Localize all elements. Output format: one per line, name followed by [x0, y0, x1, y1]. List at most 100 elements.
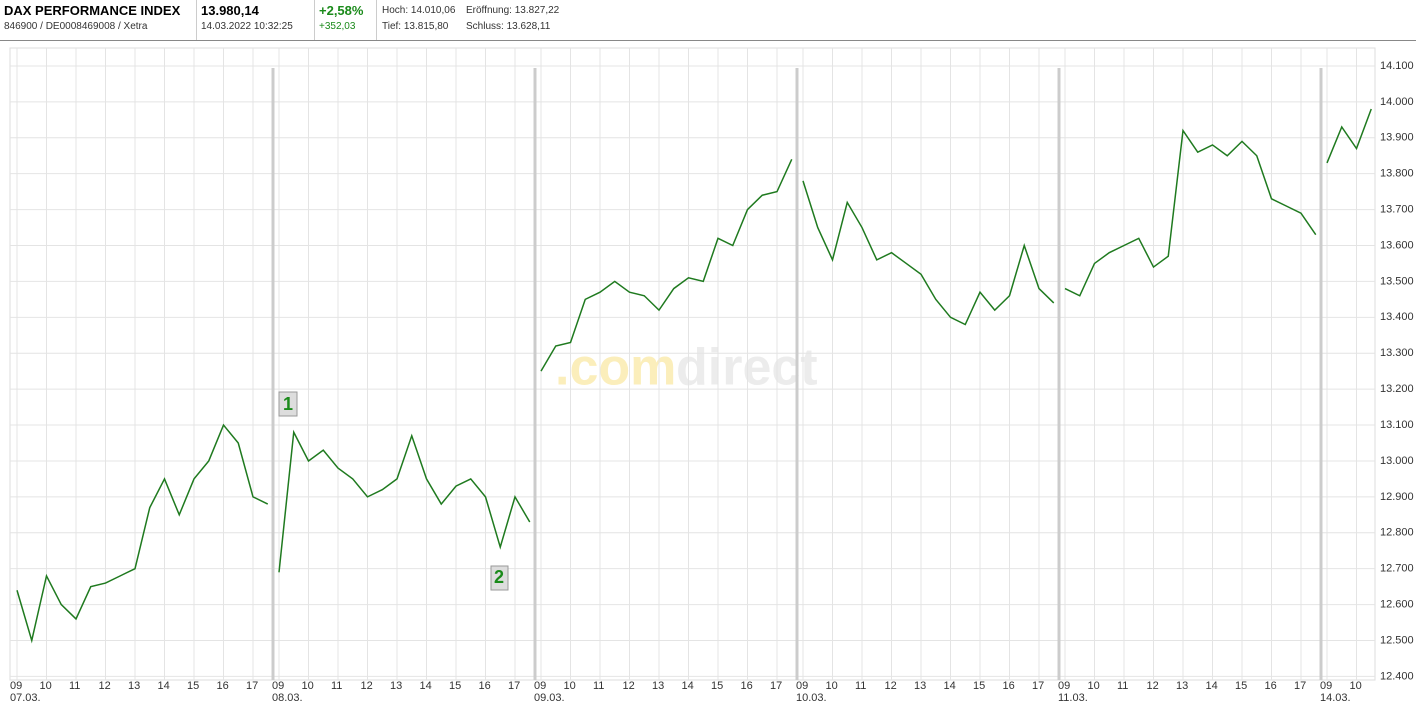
- x-tick-label: 09: [1320, 680, 1332, 692]
- x-tick-label: 13: [128, 680, 140, 692]
- y-tick-label: 13.400: [1380, 311, 1414, 323]
- x-tick-label: 09: [796, 680, 808, 692]
- price-line: [802, 180, 1055, 326]
- close: Schluss: 13.628,11: [466, 21, 551, 32]
- x-tick-label: 15: [711, 680, 723, 692]
- low: Tief: 13.815,80: [382, 21, 449, 32]
- y-tick-label: 12.800: [1380, 527, 1414, 539]
- date-label: 14.03.: [1320, 692, 1351, 704]
- x-tick-label: 16: [217, 680, 229, 692]
- quote-header: DAX PERFORMANCE INDEX 846900 / DE0008469…: [0, 0, 1416, 41]
- y-tick-label: 14.000: [1380, 96, 1414, 108]
- x-tick-label: 13: [914, 680, 926, 692]
- x-tick-label: 16: [741, 680, 753, 692]
- y-tick-label: 13.500: [1380, 275, 1414, 287]
- annotation: 1: [283, 394, 293, 414]
- price-cell: 13.980,14 14.03.2022 10:32:25: [197, 0, 315, 40]
- y-tick-label: 12.600: [1380, 598, 1414, 610]
- y-tick-label: 13.700: [1380, 203, 1414, 215]
- x-tick-label: 09: [534, 680, 546, 692]
- price-line: [16, 423, 269, 644]
- x-tick-label: 14: [1206, 680, 1218, 692]
- date-label: 11.03.: [1058, 692, 1088, 704]
- x-tick-label: 11: [1117, 680, 1128, 692]
- x-tick-label: 17: [1032, 680, 1044, 692]
- date-label: 09.03.: [534, 692, 565, 704]
- change-abs: +352,03: [319, 21, 356, 32]
- y-tick-label: 12.700: [1380, 563, 1414, 575]
- y-tick-label: 13.800: [1380, 168, 1414, 180]
- marker-box: [278, 391, 298, 417]
- x-tick-label: 10: [564, 680, 576, 692]
- x-tick-label: 12: [99, 680, 111, 692]
- x-tick-label: 12: [1147, 680, 1159, 692]
- timestamp: 14.03.2022 10:32:25: [201, 21, 293, 32]
- x-tick-label: 15: [449, 680, 461, 692]
- x-tick-label: 14: [682, 680, 694, 692]
- name-cell: DAX PERFORMANCE INDEX 846900 / DE0008469…: [0, 0, 197, 40]
- x-tick-label: 11: [69, 680, 80, 692]
- change-pct: +2,58%: [319, 3, 364, 18]
- marker-box: [490, 565, 509, 591]
- x-tick-label: 10: [826, 680, 838, 692]
- y-tick-label: 13.900: [1380, 132, 1414, 144]
- x-tick-label: 10: [1350, 680, 1362, 692]
- x-tick-label: 12: [623, 680, 635, 692]
- x-tick-label: 17: [770, 680, 782, 692]
- x-tick-label: 13: [390, 680, 402, 692]
- x-tick-label: 16: [1003, 680, 1015, 692]
- x-tick-label: 15: [1235, 680, 1247, 692]
- price-line: [540, 159, 793, 372]
- x-tick-label: 09: [272, 680, 284, 692]
- y-tick-label: 13.200: [1380, 383, 1414, 395]
- y-tick-label: 12.400: [1380, 670, 1414, 682]
- y-tick-label: 13.100: [1380, 419, 1414, 431]
- x-tick-label: 15: [187, 680, 199, 692]
- index-name: DAX PERFORMANCE INDEX: [4, 3, 181, 18]
- x-tick-label: 17: [508, 680, 520, 692]
- date-label: 10.03.: [796, 692, 827, 704]
- y-tick-label: 13.600: [1380, 239, 1414, 251]
- x-tick-label: 09: [10, 680, 22, 692]
- x-tick-label: 10: [40, 680, 52, 692]
- x-tick-label: 11: [331, 680, 342, 692]
- plot-frame: [9, 47, 1376, 681]
- open: Eröffnung: 13.827,22: [466, 5, 560, 16]
- y-tick-label: 13.300: [1380, 347, 1414, 359]
- date-label: 08.03.: [272, 692, 303, 704]
- x-tick-label: 16: [479, 680, 491, 692]
- watermark-direct: direct: [676, 339, 818, 397]
- x-tick-label: 13: [1176, 680, 1188, 692]
- high: Hoch: 14.010,06: [382, 5, 456, 16]
- x-tick-label: 17: [1294, 680, 1306, 692]
- x-tick-label: 09: [1058, 680, 1070, 692]
- price-line: [1064, 128, 1317, 297]
- watermark-com: .com: [555, 339, 676, 397]
- x-tick-label: 16: [1265, 680, 1277, 692]
- change-cell: +2,58% +352,03: [315, 0, 377, 40]
- index-ids: 846900 / DE0008469008 / Xetra: [4, 21, 148, 32]
- price-line: [278, 429, 531, 573]
- annotation: 2: [494, 567, 504, 587]
- x-tick-label: 15: [973, 680, 985, 692]
- y-tick-label: 12.900: [1380, 491, 1414, 503]
- price: 13.980,14: [201, 3, 259, 18]
- y-tick-label: 14.100: [1380, 60, 1414, 72]
- x-tick-label: 12: [885, 680, 897, 692]
- x-tick-label: 11: [593, 680, 604, 692]
- y-tick-label: 12.500: [1380, 634, 1414, 646]
- x-tick-label: 10: [1088, 680, 1100, 692]
- x-tick-label: 13: [652, 680, 664, 692]
- chart: .com direct 12.400 12.500 12.600 12.700 12.8…: [9, 47, 1414, 704]
- x-tick-label: 12: [361, 680, 373, 692]
- price-line: [1326, 108, 1372, 164]
- x-tick-label: 10: [302, 680, 314, 692]
- x-tick-label: 14: [420, 680, 432, 692]
- x-tick-label: 14: [944, 680, 956, 692]
- x-tick-label: 11: [855, 680, 866, 692]
- x-tick-label: 17: [246, 680, 258, 692]
- plot: 12.400 12.500 12.600 12.700 12.800 12.900 13.0…: [10, 48, 1414, 704]
- date-label: 07.03.: [10, 692, 41, 704]
- x-tick-label: 14: [158, 680, 170, 692]
